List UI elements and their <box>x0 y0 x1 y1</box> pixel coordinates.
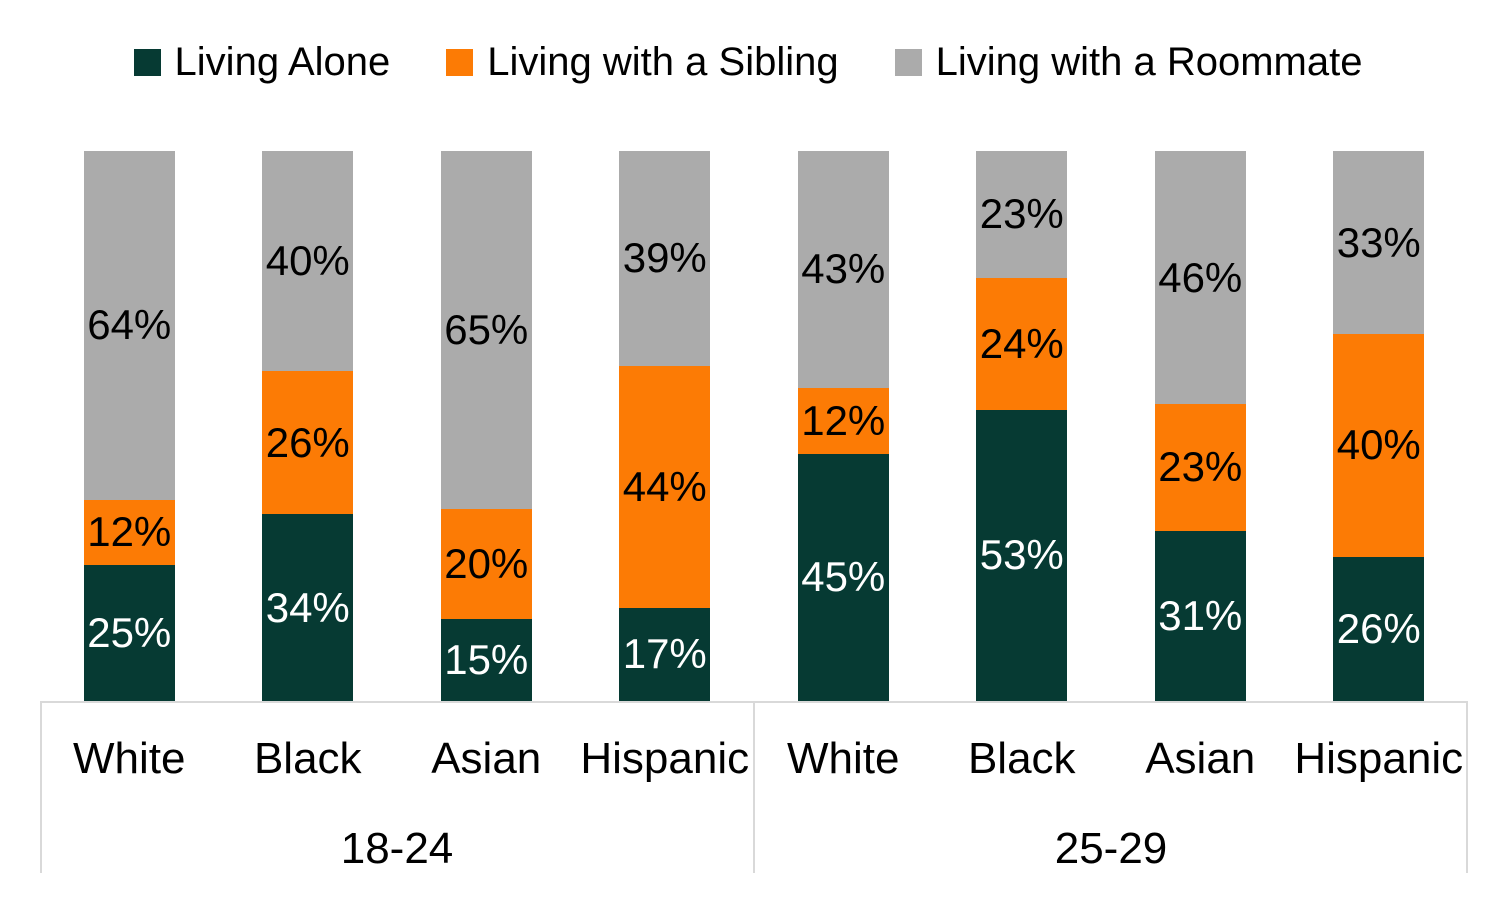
segment-living-with-a-roommate: 39% <box>619 151 711 366</box>
value-label: 12% <box>87 508 172 556</box>
category-label-asian: Asian <box>431 734 542 783</box>
segment-living-with-a-sibling: 20% <box>440 508 532 619</box>
category-label-hispanic: Hispanic <box>1294 734 1464 783</box>
value-label: 65% <box>444 305 529 353</box>
value-label: 31% <box>1158 591 1243 639</box>
category-label-white: White <box>787 734 900 783</box>
bar-black-18-24: 40% 26% 34% <box>262 151 354 701</box>
category-label-white: White <box>73 734 186 783</box>
value-label: 26% <box>265 418 350 466</box>
bar-white-18-24: 64% 12% 25% <box>83 151 175 701</box>
segment-living-with-a-roommate: 64% <box>83 151 175 500</box>
group-divider-line <box>753 701 755 873</box>
group-label-18-24: 18-24 <box>340 824 454 873</box>
category-label-black: Black <box>967 734 1076 783</box>
chart-legend: Living Alone Living with a Sibling Living … <box>0 40 1496 85</box>
segment-living-with-a-roommate: 40% <box>262 151 354 371</box>
segment-living-with-a-sibling: 23% <box>1154 404 1246 531</box>
value-label: 15% <box>444 635 529 683</box>
value-label: 40% <box>1336 421 1421 469</box>
bar-black-25-29: 23% 24% 53% <box>976 151 1068 701</box>
group-label-25-29: 25-29 <box>1054 824 1168 873</box>
value-label: 25% <box>87 608 172 656</box>
legend-item: Living with a Roommate <box>894 40 1363 85</box>
legend-item: Living with a Sibling <box>446 40 839 85</box>
segment-living-alone: 31% <box>1154 530 1246 701</box>
segment-living-with-a-roommate: 33% <box>1333 151 1425 335</box>
segment-living-with-a-roommate: 43% <box>797 151 889 388</box>
bar-hispanic-25-29: 33% 40% 26% <box>1333 151 1425 701</box>
segment-living-with-a-sibling: 12% <box>83 499 175 565</box>
value-label: 40% <box>265 237 350 284</box>
segment-living-with-a-roommate: 23% <box>976 151 1068 278</box>
segment-living-alone: 45% <box>797 453 889 701</box>
segment-living-with-a-sibling: 12% <box>797 387 889 454</box>
value-label: 17% <box>622 630 707 678</box>
value-label: 53% <box>979 531 1064 579</box>
value-label: 26% <box>1336 604 1421 652</box>
value-label: 43% <box>801 245 886 293</box>
value-label: 45% <box>801 553 886 601</box>
bar-asian-25-29: 46% 23% 31% <box>1154 151 1246 701</box>
legend-swatch-living-with-a-sibling <box>446 49 474 76</box>
value-label: 24% <box>979 319 1064 367</box>
value-label: 33% <box>1336 218 1421 266</box>
value-label: 12% <box>801 396 886 444</box>
category-label-asian: Asian <box>1145 734 1256 783</box>
value-label: 23% <box>979 190 1064 238</box>
value-label: 44% <box>622 462 707 510</box>
legend-label: Living with a Sibling <box>487 40 839 84</box>
segment-living-with-a-sibling: 40% <box>1333 334 1425 557</box>
value-label: 20% <box>444 539 529 587</box>
legend-swatch-living-alone <box>133 49 161 76</box>
segment-living-with-a-sibling: 26% <box>262 371 354 514</box>
segment-living-with-a-sibling: 44% <box>619 365 711 608</box>
value-label: 23% <box>1158 443 1243 491</box>
category-label-hispanic: Hispanic <box>580 734 750 783</box>
segment-living-alone: 53% <box>976 409 1068 701</box>
segment-living-with-a-roommate: 46% <box>1154 151 1246 404</box>
segment-living-alone: 17% <box>619 607 711 701</box>
segment-living-alone: 15% <box>440 618 532 701</box>
value-label: 39% <box>622 234 707 282</box>
segment-living-with-a-sibling: 24% <box>976 277 1068 410</box>
legend-label: Living Alone <box>174 40 391 84</box>
bar-white-25-29: 43% 12% 45% <box>797 151 889 701</box>
segment-living-with-a-roommate: 65% <box>440 151 532 509</box>
segment-living-alone: 34% <box>262 514 354 701</box>
segment-living-alone: 25% <box>83 564 175 701</box>
bar-asian-18-24: 65% 20% 15% <box>440 151 532 701</box>
bar-hispanic-18-24: 39% 44% 17% <box>619 151 711 701</box>
value-label: 34% <box>265 583 350 631</box>
legend-label: Living with a Roommate <box>935 40 1363 84</box>
legend-swatch-living-with-a-roommate <box>894 49 922 76</box>
value-label: 46% <box>1158 253 1243 301</box>
legend-item: Living Alone <box>133 40 391 85</box>
segment-living-alone: 26% <box>1333 556 1425 701</box>
value-label: 64% <box>87 301 172 349</box>
category-label-black: Black <box>253 734 362 783</box>
